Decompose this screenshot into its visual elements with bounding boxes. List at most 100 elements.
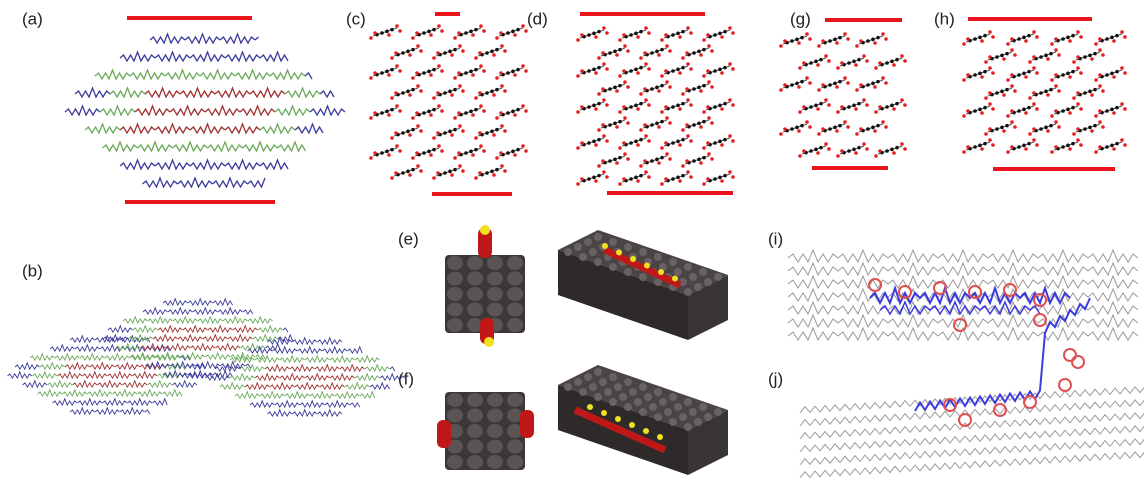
atom — [865, 59, 869, 63]
atom — [464, 31, 468, 35]
atom — [629, 177, 633, 181]
atom — [580, 69, 584, 73]
molecule-chain — [355, 356, 380, 362]
atom — [671, 69, 675, 73]
atom — [471, 113, 475, 117]
atom — [865, 147, 869, 151]
atom — [657, 125, 661, 129]
atom — [1105, 37, 1109, 41]
atom — [731, 139, 735, 143]
bead — [679, 413, 687, 421]
bead — [639, 273, 647, 281]
atom — [1032, 55, 1036, 59]
atom — [636, 179, 640, 183]
atom — [866, 39, 870, 43]
atom — [406, 50, 410, 54]
atom — [665, 116, 669, 120]
atom — [664, 177, 668, 181]
atom — [597, 56, 601, 60]
atom — [644, 134, 648, 138]
atom — [1039, 127, 1043, 131]
molecule-chain — [293, 410, 318, 416]
atom — [692, 87, 696, 91]
atom — [827, 103, 831, 107]
atom — [731, 103, 735, 107]
atom — [660, 182, 664, 186]
atom — [499, 71, 503, 75]
atom — [524, 109, 528, 113]
atom — [660, 38, 664, 42]
atom — [702, 74, 706, 78]
atom — [816, 151, 820, 155]
bead — [699, 403, 707, 411]
molecule-chain — [390, 367, 395, 371]
atom — [995, 127, 999, 131]
bead — [447, 272, 463, 286]
atom — [387, 153, 391, 157]
atom — [597, 30, 601, 34]
atom — [1035, 71, 1039, 75]
atom — [854, 107, 858, 111]
atom — [1110, 144, 1114, 148]
atom — [440, 69, 444, 73]
molecule-chain — [266, 344, 281, 350]
atom — [707, 44, 711, 48]
bead — [507, 256, 523, 270]
atom — [802, 105, 806, 109]
atom — [1105, 145, 1109, 149]
molecule-chain — [158, 372, 183, 378]
molecule-chain — [120, 160, 155, 169]
atom — [1066, 108, 1070, 112]
atom — [988, 66, 992, 70]
atom — [597, 128, 601, 132]
sugar — [869, 279, 881, 291]
atom — [369, 156, 373, 160]
atom — [576, 182, 580, 186]
bead — [684, 423, 692, 431]
molecule-chain — [150, 34, 185, 43]
atom — [702, 120, 706, 124]
molecule-chain — [190, 160, 225, 169]
atom — [835, 85, 839, 89]
molecule-chain — [215, 88, 250, 97]
atom — [618, 120, 622, 124]
atom — [706, 33, 710, 37]
atom — [1061, 73, 1065, 77]
atom — [500, 164, 504, 168]
atom — [660, 74, 664, 78]
atom — [401, 171, 405, 175]
atom — [840, 105, 844, 109]
cap — [672, 276, 678, 282]
atom — [828, 127, 832, 131]
atom — [1057, 53, 1061, 57]
atom — [779, 44, 783, 48]
atom — [836, 154, 840, 158]
atom — [984, 132, 988, 136]
atom — [697, 122, 701, 126]
molecule-chain — [788, 276, 1138, 288]
bead — [674, 268, 682, 276]
atom — [706, 177, 710, 181]
atom — [390, 148, 394, 152]
atom — [655, 122, 659, 126]
atom — [862, 54, 866, 58]
atom — [1112, 111, 1116, 115]
atom — [1010, 109, 1014, 113]
atom — [728, 170, 732, 174]
atom — [622, 105, 626, 109]
atom — [398, 69, 402, 73]
atom — [453, 48, 457, 52]
atom — [873, 41, 877, 45]
molecule-chain — [335, 392, 360, 398]
molecule-chain — [140, 363, 165, 369]
atom — [1105, 109, 1109, 113]
atom — [419, 129, 423, 133]
bead — [487, 256, 503, 270]
atom — [1090, 57, 1094, 61]
molecule-chain — [65, 363, 90, 369]
molecule-chain — [800, 399, 1144, 426]
atom — [1017, 109, 1021, 113]
atom — [415, 31, 419, 35]
atom — [676, 32, 680, 36]
atom — [511, 30, 515, 34]
